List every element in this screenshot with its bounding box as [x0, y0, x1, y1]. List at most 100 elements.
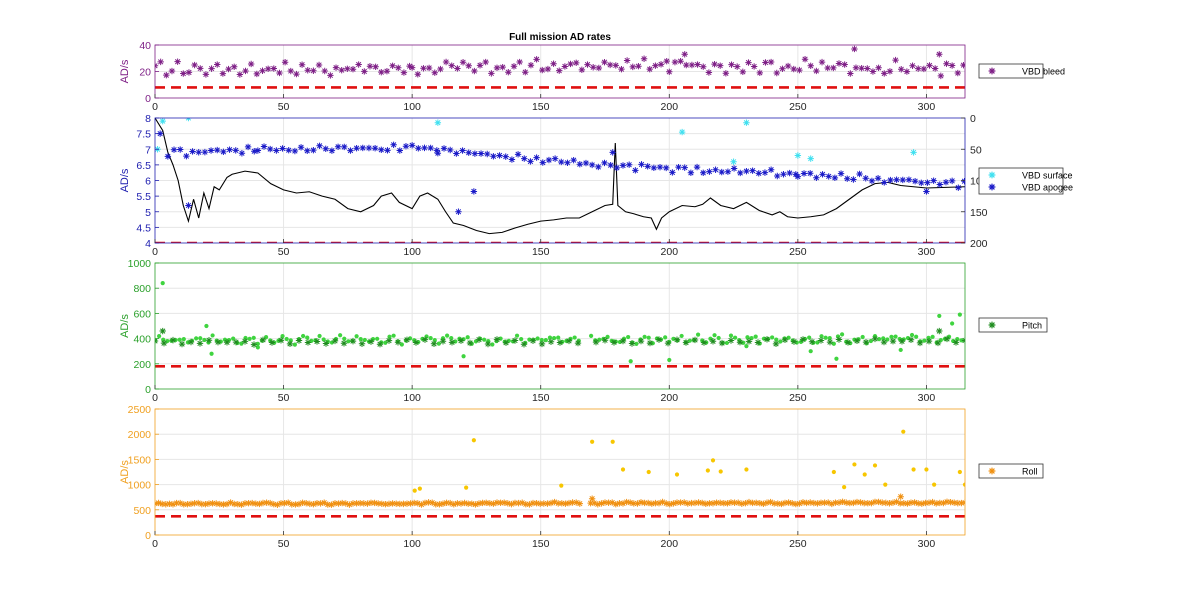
data-point [728, 333, 734, 338]
data-point [573, 499, 580, 506]
data-point [291, 147, 299, 155]
data-point [157, 334, 162, 339]
data-point [382, 500, 389, 508]
data-point [408, 64, 416, 71]
y-tick-label: 7.5 [136, 129, 151, 141]
data-point [414, 500, 421, 507]
data-point [790, 65, 797, 73]
y-tick-label: 5 [145, 207, 151, 219]
data-point [930, 177, 937, 184]
data-point [957, 469, 962, 475]
data-point [241, 500, 249, 507]
data-point [780, 171, 787, 178]
data-point [198, 336, 203, 341]
data-point [808, 349, 813, 354]
series-pitch [155, 327, 965, 348]
data-point [610, 439, 615, 444]
data-point [864, 500, 871, 507]
data-point [159, 327, 166, 335]
data-point [893, 176, 900, 183]
data-point [213, 500, 220, 507]
data-point [331, 337, 339, 345]
data-point [461, 354, 466, 359]
data-point [526, 501, 533, 508]
data-point [627, 499, 634, 506]
data-point [609, 149, 616, 156]
data-point [236, 71, 244, 78]
data-point [844, 339, 852, 346]
data-point [273, 147, 280, 154]
data-point [251, 335, 256, 340]
data-point [774, 172, 781, 180]
data-point [670, 500, 677, 507]
data-point [288, 501, 295, 508]
data-point [699, 499, 706, 507]
x-tick-label: 250 [789, 246, 807, 258]
data-point [830, 64, 837, 72]
data-point [188, 109, 194, 115]
data-point [366, 63, 374, 70]
data-point [412, 339, 420, 346]
data-point [718, 469, 723, 474]
legend-label: VBD bleed [1022, 67, 1065, 77]
data-point [663, 500, 670, 507]
data-point [450, 118, 452, 119]
data-point [316, 142, 323, 150]
data-point [709, 338, 717, 345]
data-point [810, 499, 817, 507]
data-point [556, 67, 563, 74]
data-point [868, 338, 873, 344]
x-tick-label: 150 [532, 538, 550, 550]
data-point [191, 500, 198, 507]
data-point [400, 69, 408, 76]
data-point [310, 146, 317, 154]
data-point [367, 499, 375, 507]
data-point [893, 334, 898, 339]
data-point [924, 467, 929, 472]
data-point [823, 335, 828, 340]
data-point [455, 208, 462, 215]
data-point [185, 202, 192, 209]
data-point [493, 336, 501, 343]
data-point [335, 500, 342, 507]
data-point [490, 342, 495, 347]
data-point [247, 336, 252, 341]
data-point [241, 338, 249, 345]
data-point [763, 499, 771, 506]
data-point [303, 499, 310, 507]
data-point [683, 61, 690, 69]
data-point [396, 500, 403, 508]
y-tick-label: 800 [133, 283, 151, 295]
data-point [321, 67, 328, 75]
x-tick-label: 200 [661, 392, 679, 404]
x-tick-label: 150 [532, 392, 550, 404]
data-point [933, 500, 940, 507]
data-point [434, 119, 442, 126]
data-point [943, 498, 951, 506]
data-point [305, 335, 310, 340]
data-point [745, 338, 753, 345]
data-point [378, 500, 385, 507]
y2-tick-label: 50 [970, 144, 982, 156]
data-point [239, 341, 244, 346]
data-point [209, 500, 216, 507]
data-point [362, 337, 367, 343]
data-point [181, 336, 186, 342]
data-point [807, 335, 812, 340]
data-point [220, 148, 227, 156]
data-point [260, 143, 268, 150]
data-point [436, 341, 441, 346]
data-point [916, 339, 924, 347]
data-point [799, 499, 807, 506]
data-point [482, 337, 487, 342]
data-point [925, 337, 933, 345]
data-point [394, 339, 402, 346]
data-point [767, 58, 775, 66]
data-point [937, 72, 945, 80]
x-tick-label: 50 [278, 538, 290, 550]
y-tick-label: 0 [145, 530, 151, 542]
data-point [270, 65, 277, 72]
data-point [429, 499, 436, 506]
y2-tick-label: 0 [970, 113, 976, 125]
data-point [616, 500, 623, 507]
